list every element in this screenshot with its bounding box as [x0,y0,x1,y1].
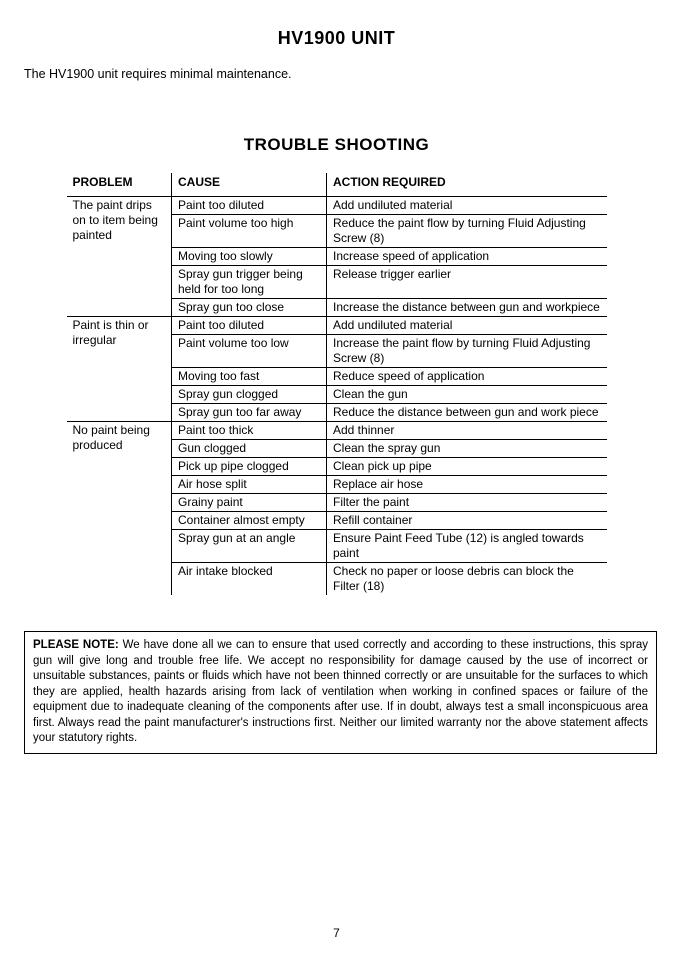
troubleshooting-table: PROBLEM CAUSE ACTION REQUIRED The paint … [67,173,607,595]
col-header-action: ACTION REQUIRED [327,173,607,197]
cause-cell: Air intake blocked [172,563,327,596]
col-header-problem: PROBLEM [67,173,172,197]
cause-cell: Spray gun too close [172,299,327,317]
page: HV1900 UNIT The HV1900 unit requires min… [0,0,673,954]
action-cell: Increase the paint flow by turning Fluid… [327,335,607,368]
action-cell: Add thinner [327,422,607,440]
cause-cell: Spray gun too far away [172,404,327,422]
action-cell: Add undiluted material [327,317,607,335]
cause-cell: Spray gun clogged [172,386,327,404]
action-cell: Refill container [327,512,607,530]
cause-cell: Container almost empty [172,512,327,530]
action-cell: Filter the paint [327,494,607,512]
table-row: The paint drips on to item being painted… [67,197,607,215]
cause-cell: Pick up pipe clogged [172,458,327,476]
cause-cell: Spray gun at an angle [172,530,327,563]
action-cell: Reduce the distance between gun and work… [327,404,607,422]
action-cell: Reduce the paint flow by turning Fluid A… [327,215,607,248]
cause-cell: Paint volume too high [172,215,327,248]
action-cell: Clean pick up pipe [327,458,607,476]
cause-cell: Moving too slowly [172,248,327,266]
action-cell: Clean the spray gun [327,440,607,458]
cause-cell: Spray gun trigger being held for too lon… [172,266,327,299]
problem-cell: No paint being produced [67,422,172,596]
action-cell: Check no paper or loose debris can block… [327,563,607,596]
table-row: No paint being producedPaint too thickAd… [67,422,607,440]
action-cell: Ensure Paint Feed Tube (12) is angled to… [327,530,607,563]
col-header-cause: CAUSE [172,173,327,197]
note-label: PLEASE NOTE: [33,639,119,651]
action-cell: Replace air hose [327,476,607,494]
action-cell: Reduce speed of application [327,368,607,386]
problem-cell: Paint is thin or irregular [67,317,172,422]
action-cell: Release trigger earlier [327,266,607,299]
cause-cell: Paint too diluted [172,317,327,335]
action-cell: Add undiluted material [327,197,607,215]
cause-cell: Grainy paint [172,494,327,512]
cause-cell: Moving too fast [172,368,327,386]
troubleshooting-table-wrap: PROBLEM CAUSE ACTION REQUIRED The paint … [67,173,607,595]
table-header-row: PROBLEM CAUSE ACTION REQUIRED [67,173,607,197]
note-box: PLEASE NOTE: We have done all we can to … [24,631,657,754]
action-cell: Increase speed of application [327,248,607,266]
cause-cell: Paint too diluted [172,197,327,215]
cause-cell: Paint volume too low [172,335,327,368]
page-number: 7 [0,926,673,940]
heading-trouble: TROUBLE SHOOTING [24,135,649,155]
intro-text: The HV1900 unit requires minimal mainten… [24,67,649,81]
cause-cell: Paint too thick [172,422,327,440]
cause-cell: Air hose split [172,476,327,494]
cause-cell: Gun clogged [172,440,327,458]
action-cell: Clean the gun [327,386,607,404]
action-cell: Increase the distance between gun and wo… [327,299,607,317]
table-row: Paint is thin or irregularPaint too dilu… [67,317,607,335]
note-body: We have done all we can to ensure that u… [33,639,648,744]
problem-cell: The paint drips on to item being painted [67,197,172,317]
heading-unit: HV1900 UNIT [24,28,649,49]
